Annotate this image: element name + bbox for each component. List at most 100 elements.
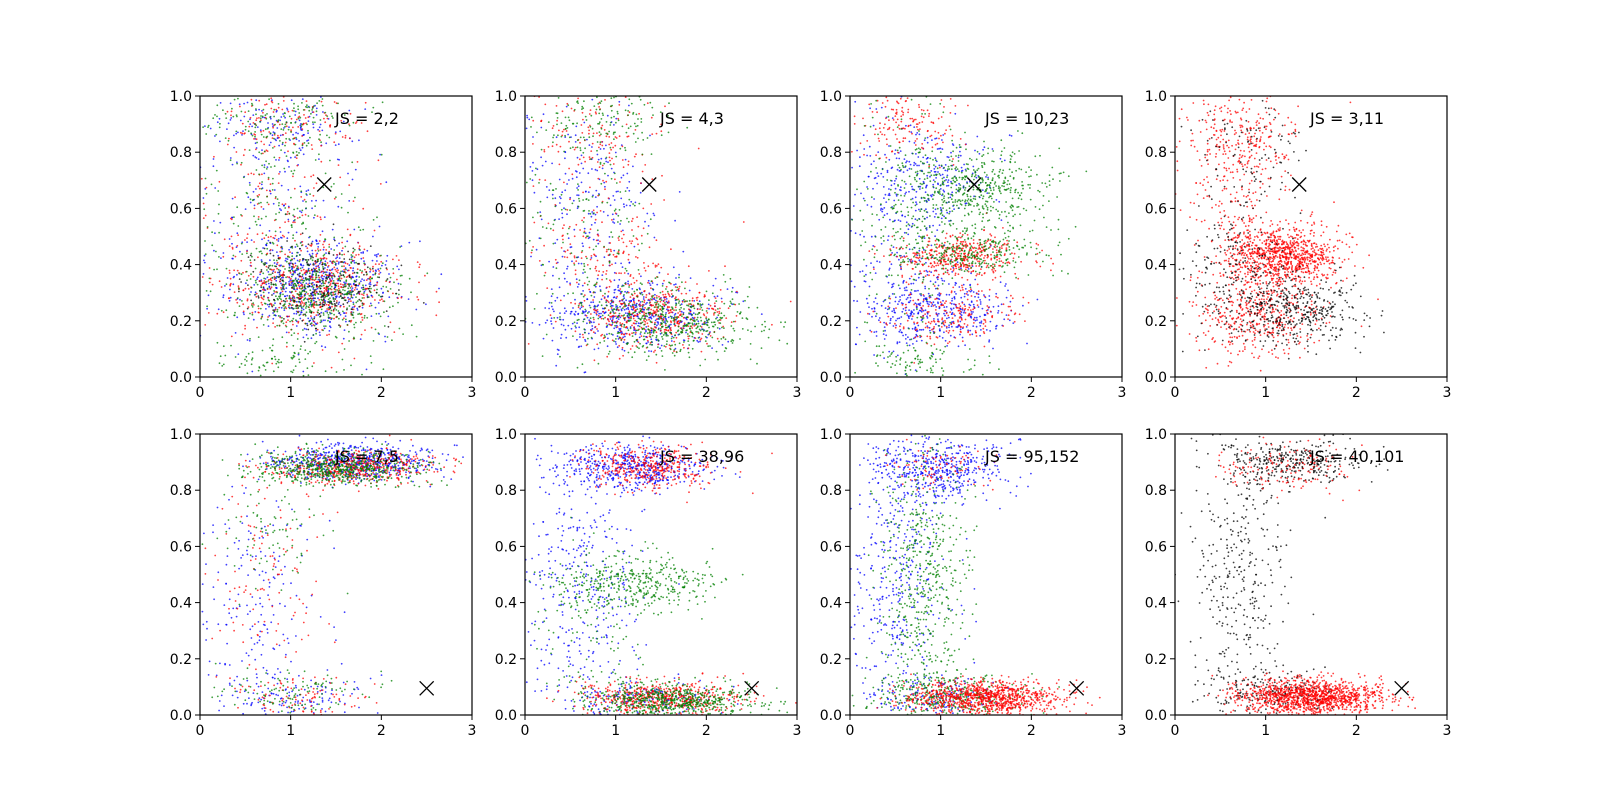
data-point <box>575 223 578 226</box>
data-point <box>582 305 584 308</box>
data-point <box>295 131 297 134</box>
data-point <box>268 144 271 147</box>
data-point <box>282 134 285 136</box>
data-point <box>575 260 578 262</box>
data-point <box>297 126 300 128</box>
data-point <box>646 308 648 311</box>
data-point <box>260 261 263 263</box>
data-point <box>665 312 667 314</box>
data-point <box>339 295 342 297</box>
data-point <box>290 170 293 173</box>
data-point <box>313 301 316 304</box>
data-point <box>697 320 700 323</box>
data-point <box>648 298 650 301</box>
data-point <box>581 105 584 108</box>
data-point <box>294 239 296 242</box>
data-point <box>304 297 307 300</box>
data-point <box>615 121 617 124</box>
data-point <box>334 298 337 300</box>
data-point <box>393 331 396 333</box>
data-point <box>551 339 554 342</box>
data-point <box>627 282 629 285</box>
data-point <box>760 313 763 315</box>
data-point <box>586 312 589 314</box>
data-point <box>664 315 666 318</box>
data-point <box>361 316 363 319</box>
data-point <box>666 320 669 323</box>
data-point <box>285 331 288 334</box>
data-point <box>595 281 598 284</box>
data-point <box>326 117 329 120</box>
data-point <box>331 115 333 118</box>
data-point <box>617 117 620 120</box>
data-point <box>531 170 534 172</box>
data-point <box>628 261 631 264</box>
data-point <box>636 289 638 291</box>
data-point <box>691 327 694 329</box>
data-point <box>292 279 295 282</box>
data-point <box>323 275 325 278</box>
data-point <box>563 294 565 297</box>
data-point <box>615 317 618 320</box>
data-point <box>266 276 269 279</box>
data-point <box>576 146 579 149</box>
data-point <box>303 198 306 201</box>
data-point <box>576 207 579 210</box>
data-point <box>240 259 243 262</box>
data-point <box>638 112 640 115</box>
data-point <box>334 284 337 286</box>
data-point <box>292 344 295 347</box>
data-point <box>626 187 629 189</box>
data-point <box>267 266 270 269</box>
data-point <box>294 114 297 116</box>
data-point <box>292 323 294 326</box>
data-point <box>375 312 378 315</box>
data-point <box>228 245 231 248</box>
data-point <box>304 273 307 276</box>
data-point <box>278 276 280 279</box>
data-point <box>623 272 626 274</box>
data-point <box>319 119 322 121</box>
data-point <box>353 256 356 259</box>
data-point <box>346 323 349 326</box>
data-point <box>330 269 333 271</box>
data-point <box>290 356 293 359</box>
data-point <box>303 114 305 116</box>
data-point <box>203 208 206 211</box>
data-point <box>633 292 636 295</box>
data-point <box>618 300 621 303</box>
data-point <box>638 347 640 350</box>
data-point <box>241 300 243 302</box>
data-point <box>383 325 386 327</box>
data-point <box>711 292 714 295</box>
data-point <box>305 193 308 195</box>
data-point <box>280 300 283 303</box>
data-point <box>235 130 238 133</box>
data-point <box>293 312 295 315</box>
data-point <box>699 305 702 307</box>
data-point <box>400 245 403 248</box>
data-point <box>225 117 228 119</box>
data-point <box>631 229 633 231</box>
data-point <box>319 291 321 293</box>
data-point <box>601 124 604 127</box>
data-point <box>314 121 316 124</box>
data-point <box>307 374 310 376</box>
data-point <box>617 284 620 287</box>
data-point <box>582 336 585 339</box>
data-point <box>642 344 645 347</box>
data-point <box>337 351 340 354</box>
data-point <box>263 166 266 169</box>
data-point <box>628 198 631 201</box>
data-point <box>276 308 279 311</box>
data-point <box>547 222 550 225</box>
data-point <box>596 132 598 135</box>
data-point <box>241 333 244 336</box>
data-point <box>621 290 623 293</box>
data-point <box>687 347 690 350</box>
data-point <box>665 298 668 300</box>
data-point <box>660 134 663 137</box>
data-point <box>674 286 677 288</box>
data-point <box>263 143 265 146</box>
data-point <box>315 199 317 202</box>
